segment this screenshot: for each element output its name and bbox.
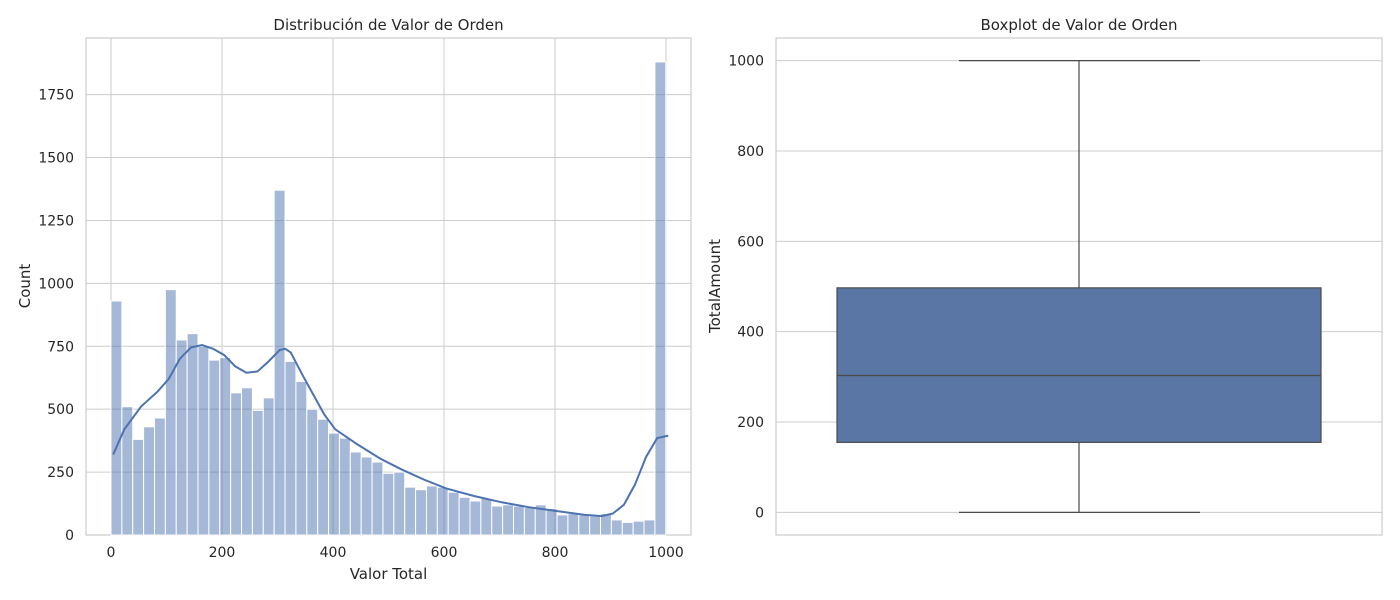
histogram-bar xyxy=(469,500,482,536)
histogram-bar xyxy=(436,486,449,536)
histogram-y-tick-label: 1750 xyxy=(38,88,74,104)
histogram-bar xyxy=(262,397,275,536)
histogram-bar xyxy=(338,437,351,536)
histogram-bar xyxy=(208,359,221,536)
histogram-bar xyxy=(567,513,580,536)
histogram-bar xyxy=(632,520,645,536)
histogram-x-tick-label: 400 xyxy=(320,545,347,561)
histogram-y-tick-label: 1250 xyxy=(38,213,74,229)
histogram-y-tick-label: 250 xyxy=(47,465,74,481)
histogram-bar xyxy=(523,506,536,536)
histogram-title: Distribución de Valor de Orden xyxy=(273,16,503,34)
histogram-bar xyxy=(643,519,656,536)
histogram-x-tick-labels: 0 200 400 600 800 1000 xyxy=(107,545,684,561)
histogram-bar xyxy=(295,380,308,536)
histogram-bar xyxy=(610,519,623,536)
histogram-bar xyxy=(317,418,330,536)
histogram-bar xyxy=(219,357,232,536)
histogram-y-axis-label: Count xyxy=(16,264,34,309)
histogram-bar xyxy=(425,485,438,536)
histogram-x-tick-label: 800 xyxy=(542,545,569,561)
histogram-bar xyxy=(578,514,591,536)
histogram-bar xyxy=(273,189,286,536)
histogram-bar xyxy=(132,438,145,536)
boxplot-y-axis-label: TotalAmount xyxy=(706,239,724,334)
histogram-bar xyxy=(251,409,264,536)
histogram-x-tick-label: 200 xyxy=(209,545,236,561)
histogram-bar xyxy=(447,491,460,536)
boxplot-title: Boxplot de Valor de Orden xyxy=(981,16,1178,34)
histogram-bar xyxy=(284,360,297,536)
boxplot-y-tick-label: 400 xyxy=(737,325,764,341)
boxplot-panel: 0 200 400 600 800 1000 Boxplot de Valor de Or… xyxy=(706,16,1383,536)
boxplot-y-tick-label: 800 xyxy=(737,144,764,160)
histogram-panel: 0 200 400 600 800 1000 0 250 500 750 1000 1250 1500… xyxy=(16,16,692,583)
histogram-x-axis-label: Valor Total xyxy=(350,565,428,583)
boxplot-marks xyxy=(836,59,1322,514)
boxplot-box xyxy=(836,287,1322,443)
histogram-bar xyxy=(415,489,427,536)
boxplot-y-tick-label: 0 xyxy=(755,505,764,521)
histogram-bar xyxy=(393,471,406,536)
histogram-x-tick-label: 600 xyxy=(431,545,458,561)
histogram-bar xyxy=(491,505,504,536)
histogram-bar xyxy=(164,289,177,536)
histogram-bar xyxy=(306,408,319,536)
histogram-bar xyxy=(480,498,493,536)
histogram-bar xyxy=(328,432,340,536)
histogram-y-tick-label: 0 xyxy=(65,528,74,544)
histogram-bar xyxy=(512,505,525,536)
histogram-bars xyxy=(110,61,667,536)
histogram-bar xyxy=(110,300,123,536)
histogram-x-tick-label: 0 xyxy=(107,545,116,561)
histogram-bar xyxy=(556,514,569,536)
histogram-x-tick-label: 1000 xyxy=(648,545,684,561)
histogram-bar xyxy=(545,508,558,536)
boxplot-y-tick-label: 200 xyxy=(737,415,764,431)
histogram-bar xyxy=(404,486,417,536)
histogram-y-tick-label: 1000 xyxy=(38,276,74,292)
histogram-bar xyxy=(371,461,384,536)
histogram-bar xyxy=(502,504,514,536)
histogram-bar xyxy=(153,417,166,536)
histogram-bar xyxy=(349,451,362,536)
histogram-y-tick-label: 1500 xyxy=(38,151,74,167)
histogram-bar xyxy=(382,472,395,536)
histogram-bar xyxy=(589,515,602,536)
histogram-bar xyxy=(360,456,373,536)
histogram-kde-curve xyxy=(112,343,669,518)
histogram-bar xyxy=(143,426,155,536)
histogram-y-tick-labels: 0 250 500 750 1000 1250 1500 1750 xyxy=(38,88,74,544)
histogram-y-tick-label: 500 xyxy=(47,402,74,418)
histogram-bar xyxy=(186,333,199,536)
histogram-bar xyxy=(241,387,253,536)
histogram-bar xyxy=(230,392,243,536)
boxplot-y-tick-label: 600 xyxy=(737,234,764,250)
histogram-bar xyxy=(458,496,471,536)
boxplot-y-tick-label: 1000 xyxy=(728,54,764,70)
histogram-y-tick-label: 750 xyxy=(47,339,74,355)
histogram-bar xyxy=(621,521,634,536)
histogram-bar xyxy=(197,345,210,536)
boxplot-y-tick-labels: 0 200 400 600 800 1000 xyxy=(728,54,764,522)
histogram-bar xyxy=(175,339,188,536)
histogram-bar xyxy=(654,61,667,536)
